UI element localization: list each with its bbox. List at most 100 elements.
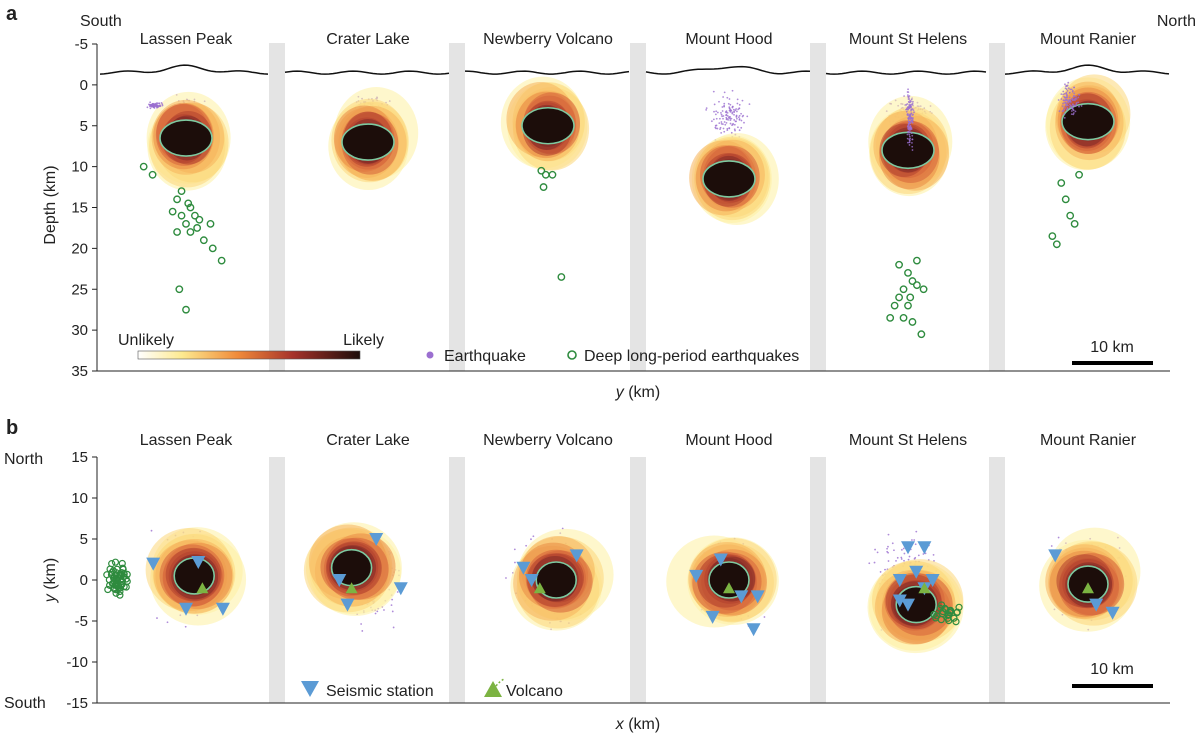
seismic-station-marker <box>179 602 193 616</box>
dlp-earthquake-marker <box>913 256 921 265</box>
earthquake-cluster-marker <box>146 106 149 109</box>
earthquake-cluster-marker <box>148 104 151 106</box>
panel-b-tick-label: -10 <box>66 654 88 671</box>
map-dlp-marker <box>944 611 952 619</box>
panel-b-volcano-title: Mount St Helens <box>849 432 967 449</box>
seismic-station-marker <box>332 574 347 587</box>
panel-b-titles: Lassen Peak Crater Lake Newberry Volcano Mo… <box>140 432 1137 449</box>
panel-b-volcano-title: Mount Hood <box>685 432 772 449</box>
earthquake-cluster-marker <box>1061 105 1064 108</box>
earthquake-marker <box>740 112 742 115</box>
earthquake-cluster-marker <box>1060 93 1063 96</box>
earthquake-column-marker <box>911 118 914 120</box>
map-earthquake-marker <box>376 610 379 613</box>
earthquake-cluster-marker <box>1074 110 1077 113</box>
earthquake-column-marker <box>911 102 914 105</box>
earthquake-marker <box>731 112 734 115</box>
map-earthquake-marker <box>876 551 879 554</box>
earthquake-cluster-marker <box>1068 100 1071 103</box>
earthquake-marker <box>731 124 733 127</box>
earthquake-cluster-marker <box>1072 99 1075 101</box>
panel-b-y-axis-label: y (km) <box>42 558 59 603</box>
panel-a-volcano-title: Crater Lake <box>326 31 410 48</box>
earthquake-marker <box>715 117 718 120</box>
earthquake-marker <box>715 110 718 113</box>
earthquake-cluster-marker <box>1071 107 1074 110</box>
earthquake-marker <box>727 102 730 105</box>
earthquake-marker <box>736 117 738 120</box>
earthquake-marker <box>741 99 744 102</box>
earthquake-marker <box>723 105 725 108</box>
map-earthquake-marker <box>900 558 903 560</box>
earthquake-marker <box>726 127 729 130</box>
panel-b-y-axis: 15 10 5 0 -5 -10 -15 <box>66 449 1170 712</box>
earthquake-marker <box>728 98 731 100</box>
seismic-station-marker <box>892 594 907 608</box>
earthquake-marker <box>737 108 740 111</box>
earthquake-marker <box>735 108 738 110</box>
earthquake-marker <box>729 103 732 106</box>
earthquake-cluster-marker <box>1071 103 1074 106</box>
map-earthquake-marker <box>915 530 918 533</box>
panel-a-tick-label: -5 <box>75 36 88 53</box>
earthquake-marker <box>722 96 725 98</box>
map-earthquake-marker <box>513 548 516 551</box>
earthquake-column-marker <box>907 106 909 109</box>
earthquake-cluster-marker <box>1070 110 1073 112</box>
dlp-earthquake-marker <box>182 305 190 314</box>
map-earthquake-marker <box>893 549 895 552</box>
earthquake-marker <box>712 118 715 121</box>
earthquake-cluster-marker <box>1070 105 1073 108</box>
earthquake-cluster-marker <box>1075 98 1078 100</box>
map-north-label: North <box>4 451 43 468</box>
earthquake-marker <box>725 113 728 116</box>
map-earthquake-marker <box>887 545 889 548</box>
topography-line <box>100 64 269 75</box>
colorbar-likely-label: Likely <box>343 332 384 349</box>
map-earthquake-marker <box>932 553 935 556</box>
earthquake-marker <box>714 113 717 116</box>
earthquake-cluster-marker <box>1067 81 1070 84</box>
map-dlp-marker <box>937 601 946 609</box>
earthquake-marker <box>716 111 719 114</box>
map-earthquake-marker <box>383 609 385 611</box>
seismic-station-marker <box>901 598 915 612</box>
earthquake-column-marker <box>908 115 911 118</box>
earthquake-column-marker <box>909 113 912 116</box>
seismic-station-marker <box>734 590 749 604</box>
earthquake-marker <box>714 126 717 129</box>
earthquake-cluster-marker <box>1063 106 1066 109</box>
map-dlp-marker <box>116 591 124 599</box>
earthquake-marker <box>721 110 724 112</box>
magma-reservoir-outline <box>521 106 575 145</box>
dlp-earthquake-marker <box>1048 232 1057 241</box>
map-earthquake-marker <box>391 610 394 613</box>
earthquake-column-marker <box>907 91 910 94</box>
earthquake-cluster-marker <box>1071 89 1074 92</box>
earthquake-cluster-marker <box>156 102 158 104</box>
panel-b-x-var: x <box>615 716 625 733</box>
map-earthquake-marker <box>360 623 363 625</box>
earthquake-cluster-marker <box>1066 107 1069 110</box>
earthquake-marker <box>735 114 738 117</box>
earthquake-marker <box>731 111 734 114</box>
dlp-earthquake-marker <box>184 199 193 208</box>
seismic-station-marker <box>1089 598 1104 612</box>
earthquake-marker <box>726 114 729 117</box>
earthquake-column-marker <box>905 108 907 111</box>
dlp-earthquake-marker <box>557 273 566 281</box>
earthquake-cluster-marker <box>1060 98 1063 100</box>
volcano-summit-marker <box>345 582 358 594</box>
legend-station-marker <box>301 681 319 697</box>
seismic-station-marker <box>713 553 728 567</box>
earthquake-column-marker <box>910 106 913 109</box>
dlp-earthquake-marker <box>208 244 217 253</box>
earthquake-marker <box>738 118 741 121</box>
map-dlp-marker <box>944 614 952 622</box>
earthquake-column-marker <box>913 111 915 114</box>
map-dlp-marker <box>112 586 120 594</box>
map-earthquake-marker <box>886 550 889 553</box>
earthquake-cluster-marker <box>149 107 152 110</box>
earthquake-column-marker <box>907 128 910 131</box>
